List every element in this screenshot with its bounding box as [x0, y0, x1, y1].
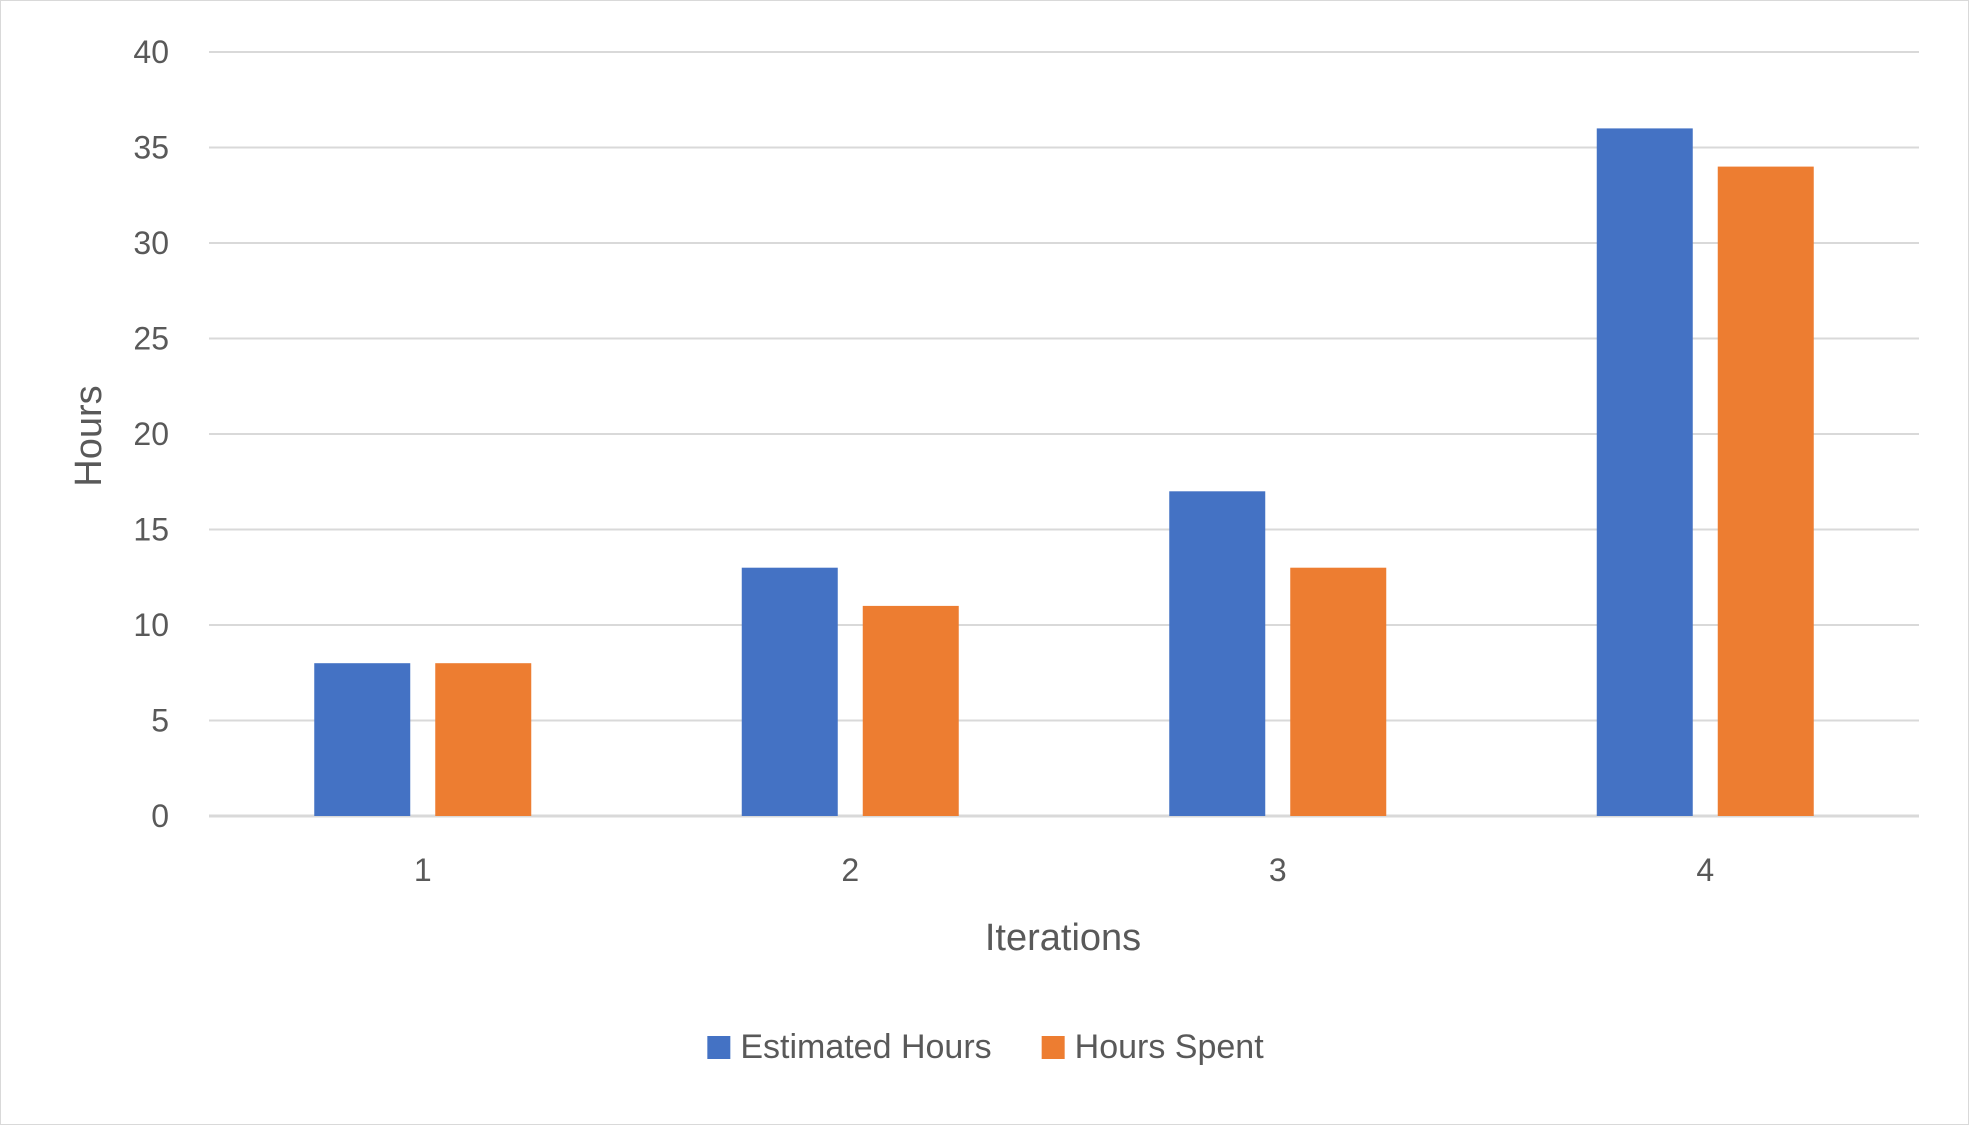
- bar-hours-spent-2: [862, 605, 959, 816]
- y-tick-label: 20: [133, 416, 169, 452]
- legend-label: Estimated Hours: [740, 1028, 991, 1066]
- legend-swatch: [1041, 1036, 1065, 1059]
- y-axis-ticks: 0 5 10 15 20 25 30 35 40: [133, 34, 169, 834]
- y-tick-label: 25: [133, 321, 169, 357]
- legend-label: Hours Spent: [1075, 1028, 1265, 1066]
- bar-hours-spent-4: [1717, 166, 1814, 817]
- y-tick-label: 40: [133, 34, 169, 70]
- y-axis-title: Hours: [68, 385, 110, 486]
- x-tick-label: 3: [1269, 852, 1287, 888]
- legend: Estimated Hours Hours Spent: [707, 1028, 1264, 1066]
- legend-item-hours-spent: Hours Spent: [1041, 1028, 1265, 1066]
- bar-hours-spent-3: [1290, 567, 1387, 816]
- x-tick-label: 2: [841, 852, 859, 888]
- legend-item-estimated-hours: Estimated Hours: [707, 1028, 992, 1066]
- y-tick-label: 10: [133, 607, 169, 643]
- bars: [314, 128, 1814, 817]
- y-tick-label: 15: [133, 512, 169, 548]
- y-tick-label: 0: [151, 798, 169, 834]
- y-tick-label: 35: [133, 130, 169, 166]
- x-tick-label: 1: [414, 852, 432, 888]
- y-tick-label: 5: [151, 703, 169, 739]
- bar-estimated-hours-3: [1169, 491, 1266, 816]
- y-tick-label: 30: [133, 225, 169, 261]
- legend-swatch: [707, 1036, 731, 1059]
- x-tick-label: 4: [1696, 852, 1714, 888]
- x-axis-title: Iterations: [985, 917, 1141, 959]
- bar-estimated-hours-1: [314, 663, 411, 816]
- bar-estimated-hours-4: [1596, 128, 1693, 816]
- bar-hours-spent-1: [435, 663, 532, 816]
- bar-estimated-hours-2: [741, 567, 838, 816]
- x-axis-ticks: 1 2 3 4: [414, 852, 1714, 888]
